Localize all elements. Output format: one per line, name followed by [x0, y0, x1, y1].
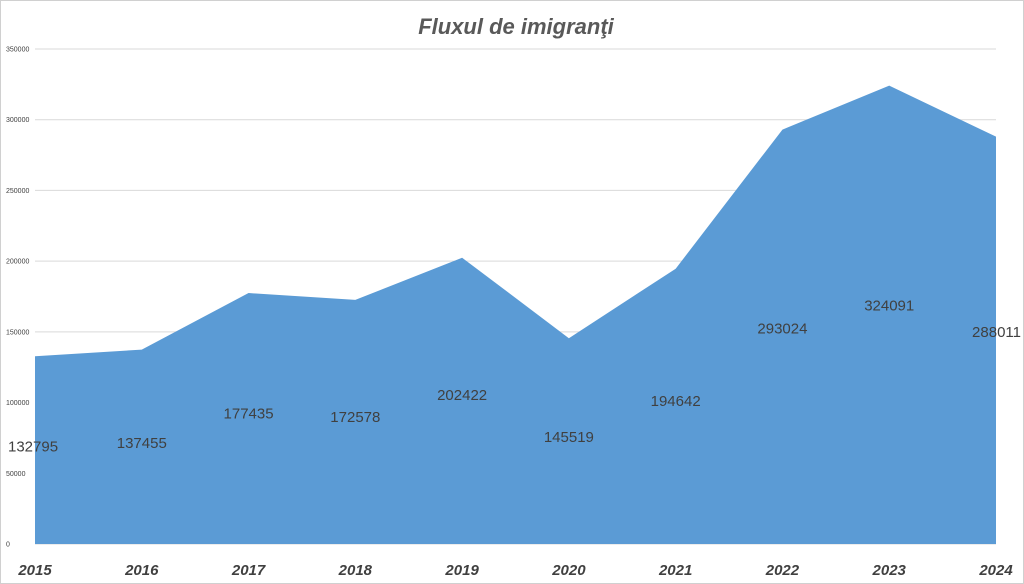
data-label: 324091	[864, 298, 914, 315]
data-label: 145519	[544, 429, 594, 446]
data-label: 172578	[330, 409, 380, 426]
x-tick-label: 2023	[872, 562, 907, 579]
data-label: 137455	[117, 435, 167, 452]
data-label: 177435	[224, 406, 274, 423]
y-axis-ticks: 0 50000 100000 150000 200000 250000 300000 3500…	[6, 47, 29, 549]
data-label: 194642	[651, 393, 701, 410]
y-tick-label: 0	[6, 542, 10, 549]
x-tick-label: 2017	[231, 562, 266, 579]
y-tick-label: 50000	[6, 471, 26, 478]
area-fill	[35, 85, 996, 544]
y-tick-label: 350000	[6, 47, 29, 54]
x-tick-label: 2020	[551, 562, 586, 579]
data-labels: 132795 137455 177435 172578 202422 145519 1946…	[8, 298, 1021, 456]
x-tick-label: 2022	[765, 562, 800, 579]
chart-title: Fluxul de imigranţi	[418, 14, 614, 39]
data-label: 132795	[8, 438, 58, 455]
y-tick-label: 150000	[6, 329, 29, 336]
x-tick-label: 2021	[658, 562, 692, 579]
y-tick-label: 200000	[6, 259, 29, 266]
y-tick-label: 300000	[6, 117, 29, 124]
y-tick-label: 250000	[6, 188, 29, 195]
data-label: 288011	[972, 324, 1021, 341]
x-tick-label: 2024	[978, 562, 1013, 579]
data-label: 293024	[757, 321, 807, 338]
x-axis-ticks: 2015 2016 2017 2018 2019 2020 2021 2022 2023 2024	[17, 562, 1013, 579]
x-tick-label: 2018	[338, 562, 373, 579]
area-series	[35, 85, 996, 544]
data-label: 202422	[437, 387, 487, 404]
y-tick-label: 100000	[6, 400, 29, 407]
x-tick-label: 2016	[124, 562, 159, 579]
x-tick-label: 2019	[444, 562, 479, 579]
x-tick-label: 2015	[17, 562, 52, 579]
